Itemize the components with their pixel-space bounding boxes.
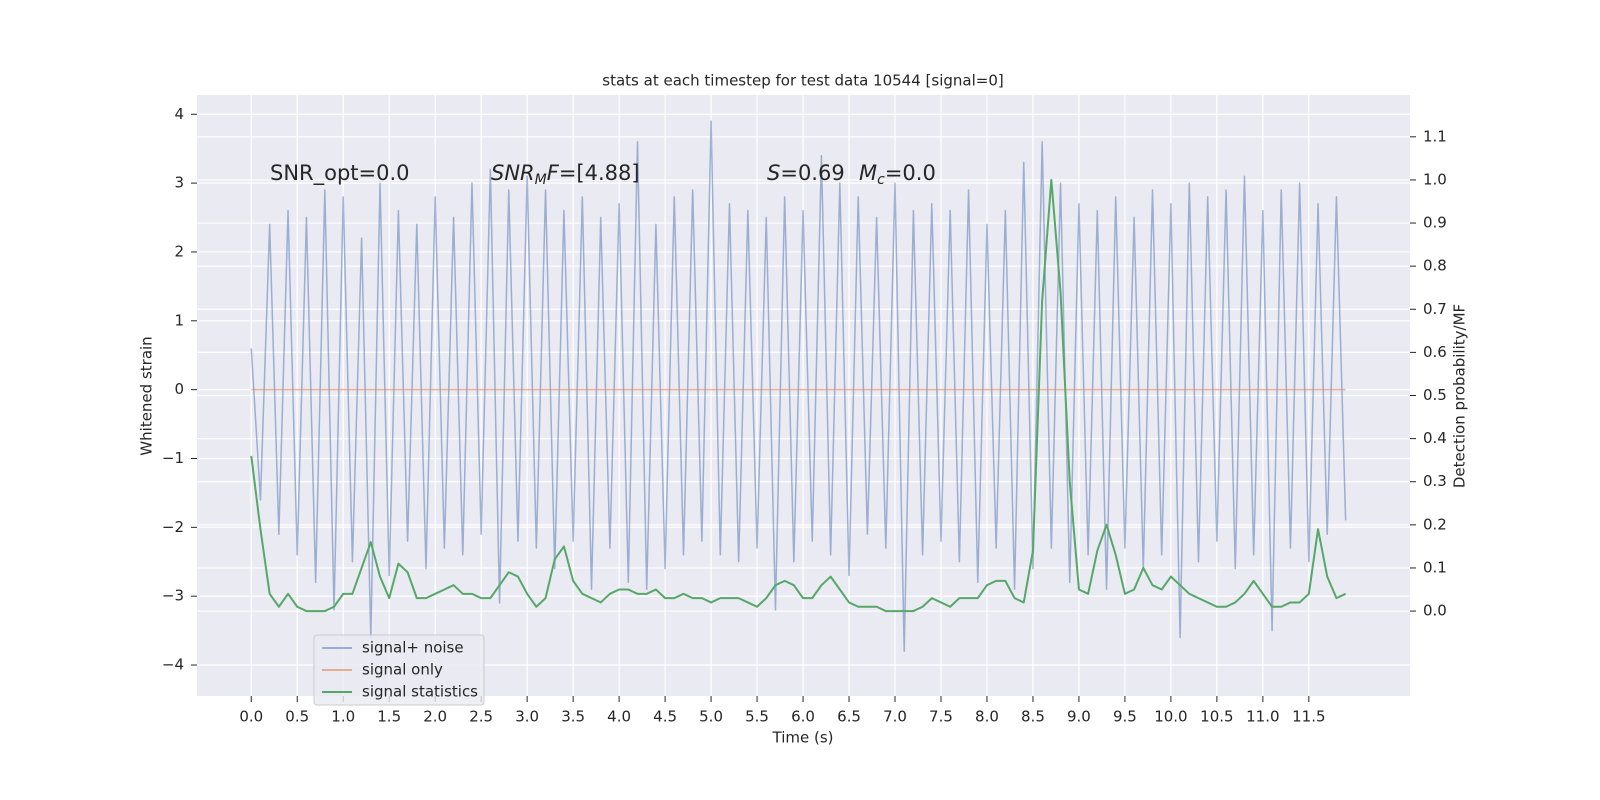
annotation-part: M (859, 161, 877, 185)
y2-tick-label: 0.0 (1423, 602, 1447, 620)
y2-axis-label: Detection probability/MF (1451, 304, 1469, 488)
y-tick-label: 2 (174, 242, 184, 260)
x-tick-label: 11.5 (1292, 708, 1325, 726)
annotation-part: SNR (491, 161, 535, 185)
x-tick-label: 10.5 (1200, 708, 1233, 726)
y2-tick-label: 1.0 (1423, 170, 1447, 188)
annotation-part: =[4.88] (559, 161, 640, 185)
x-tick-label: 2.0 (423, 708, 447, 726)
annotations: SNR_opt=0.0 SNRMF=[4.88] S=0.69 Mc=0.0 (270, 161, 936, 188)
annotation-part: =0.0 (885, 161, 936, 185)
annotation-part: c (877, 172, 885, 188)
x-tick-label: 10.0 (1154, 708, 1187, 726)
x-axis-label: Time (s) (772, 729, 834, 747)
plot-marks (250, 120, 1347, 652)
x-tick-label: 6.0 (791, 708, 815, 726)
y-tick-label: −2 (162, 518, 184, 536)
y2-tick-label: 0.9 (1423, 214, 1447, 232)
annotation: SNRMF=[4.88] (491, 161, 640, 188)
x-tick-label: 1.0 (331, 708, 355, 726)
y2-tick-label: 0.3 (1423, 472, 1447, 490)
y-tick-label: 1 (174, 311, 184, 329)
y-tick-label: 3 (174, 174, 184, 192)
y-tick-label: 4 (174, 105, 184, 123)
annotation-part: F (547, 161, 560, 185)
chart-title: stats at each timestep for test data 105… (602, 72, 1003, 90)
annotation-part: =0.69 (780, 161, 844, 185)
grid: 0.0 0.5 1.0 1.5 2.0 2.5 3.0 3.5 4.0 4.5 5.0 5.5 6.0 6… (162, 95, 1447, 726)
x-tick-label: 4.5 (653, 708, 677, 726)
y2-tick-label: 0.2 (1423, 515, 1447, 533)
legend-box (313, 634, 485, 706)
annotation-part: SNR_opt=0.0 (270, 161, 410, 186)
legend-label: signal+ noise (362, 639, 464, 657)
y2-tick-label: 0.1 (1423, 558, 1447, 576)
x-tick-label: 8.0 (975, 708, 999, 726)
y-tick-label: −3 (162, 587, 184, 605)
series-line (250, 120, 1347, 652)
x-tick-label: 5.5 (745, 708, 769, 726)
legend-label: signal statistics (362, 683, 478, 701)
x-tick-label: 2.5 (469, 708, 493, 726)
annotation-part: S (767, 161, 780, 185)
y2-tick-label: 0.5 (1423, 386, 1447, 404)
x-tick-label: 7.5 (929, 708, 953, 726)
x-tick-label: 11.0 (1246, 708, 1279, 726)
annotation: S=0.69 (767, 161, 845, 185)
x-tick-label: 9.5 (1113, 708, 1137, 726)
x-tick-label: 4.0 (607, 708, 631, 726)
y-axis-label: Whitened strain (138, 336, 156, 455)
annotation-part: M (535, 172, 547, 188)
x-tick-label: 3.5 (561, 708, 585, 726)
x-tick-label: 9.0 (1067, 708, 1091, 726)
y-tick-label: −1 (162, 449, 184, 467)
y2-tick-label: 0.7 (1423, 300, 1447, 318)
y2-tick-label: 0.8 (1423, 257, 1447, 275)
x-tick-label: 7.0 (883, 708, 907, 726)
y2-tick-label: 0.4 (1423, 429, 1447, 447)
legend-label: signal only (362, 661, 443, 679)
y2-tick-label: 0.6 (1423, 343, 1447, 361)
series-line (250, 178, 1347, 613)
x-tick-label: 3.0 (515, 708, 539, 726)
annotation: SNR_opt=0.0 (270, 161, 410, 186)
legend: signal+ noise signal only signal statistic… (313, 634, 485, 706)
x-tick-label: 0.5 (285, 708, 309, 726)
y-tick-label: −4 (162, 656, 184, 674)
y2-tick-label: 1.1 (1423, 127, 1447, 145)
y-tick-label: 0 (174, 380, 184, 398)
x-tick-label: 0.0 (239, 708, 263, 726)
x-tick-label: 8.5 (1021, 708, 1045, 726)
x-tick-label: 5.0 (699, 708, 723, 726)
annotation: Mc=0.0 (859, 161, 936, 188)
x-tick-label: 1.5 (377, 708, 401, 726)
x-tick-label: 6.5 (837, 708, 861, 726)
